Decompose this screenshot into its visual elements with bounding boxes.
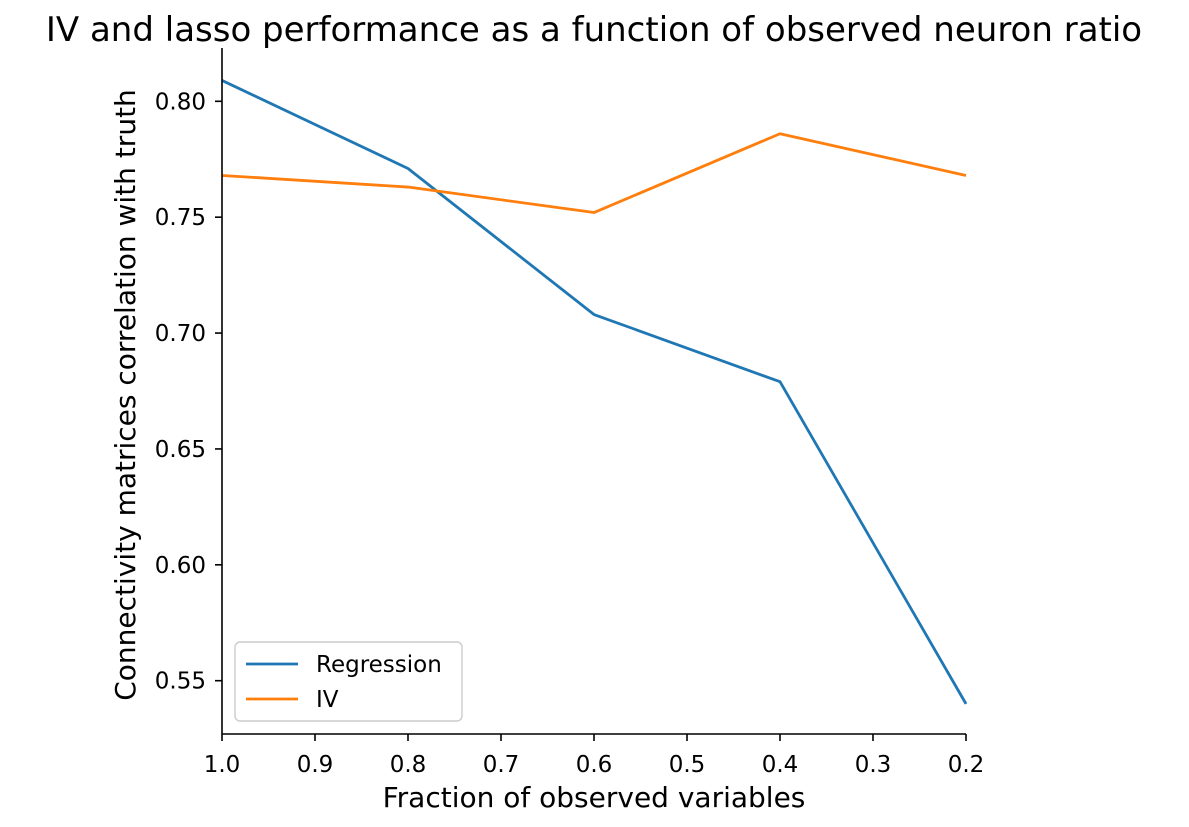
series-layer — [221, 79, 968, 705]
legend-label-iv: IV — [316, 687, 339, 713]
legend-label-regression: Regression — [316, 652, 442, 678]
y-tick-label: 0.60 — [155, 553, 206, 579]
x-tick-label: 0.7 — [483, 752, 520, 778]
series-line-regression — [221, 79, 968, 705]
x-axis-title: Fraction of observed variables — [383, 781, 806, 814]
x-tick-label: 0.5 — [669, 752, 706, 778]
x-tick-label: 0.8 — [390, 752, 427, 778]
y-tick-label: 0.55 — [155, 669, 206, 695]
legend-frame — [234, 641, 463, 722]
plot-area: 1.0 0.9 0.8 0.7 0.6 0.5 0.4 0.3 0.2 0.55 0.60 0.65… — [155, 48, 985, 778]
x-tick-label: 0.6 — [576, 752, 613, 778]
x-tick-label: 0.4 — [762, 752, 799, 778]
x-ticks: 1.0 0.9 0.8 0.7 0.6 0.5 0.4 0.3 0.2 — [204, 734, 985, 778]
chart-title: IV and lasso performance as a function o… — [46, 10, 1142, 50]
x-tick-label: 0.9 — [297, 752, 334, 778]
y-tick-label: 0.80 — [155, 89, 206, 115]
y-tick-label: 0.65 — [155, 437, 206, 463]
y-tick-label: 0.75 — [155, 205, 206, 231]
series-line-iv — [221, 132, 967, 214]
x-tick-label: 0.2 — [948, 752, 985, 778]
legend: Regression IV — [234, 641, 463, 722]
y-axis-title: Connectivity matrices correlation with t… — [109, 89, 142, 701]
y-tick-label: 0.70 — [155, 321, 206, 347]
x-tick-label: 1.0 — [204, 752, 241, 778]
y-ticks: 0.55 0.60 0.65 0.70 0.75 0.80 — [155, 89, 222, 695]
x-tick-label: 0.3 — [855, 752, 892, 778]
